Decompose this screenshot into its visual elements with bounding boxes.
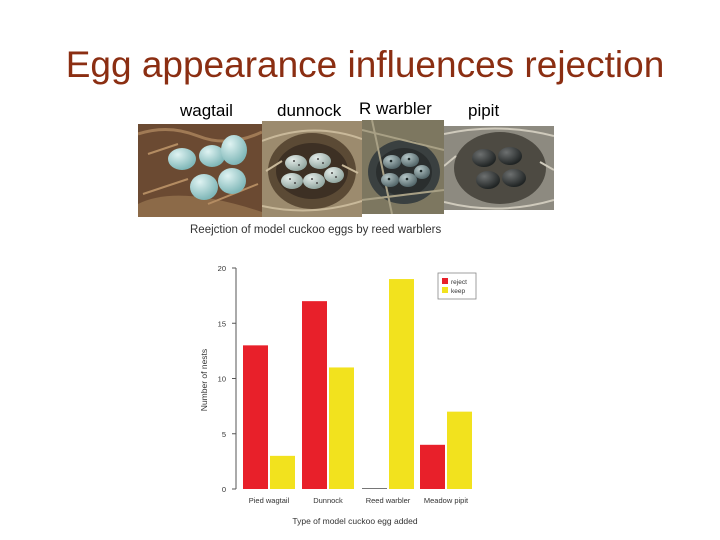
caption-wagtail: wagtail: [180, 101, 233, 120]
bar-reject: [243, 345, 268, 489]
x-axis-ticks: Pied wagtail Dunnock Reed warbler Meadow pi…: [249, 496, 469, 505]
x-tick-label: Reed warbler: [366, 496, 411, 505]
bar-keep: [447, 411, 472, 489]
legend-label-reject: reject: [451, 279, 467, 286]
y-axis-ticks: 0 5 10 15 20: [218, 264, 236, 494]
caption-pipit: pipit: [468, 101, 500, 120]
caption-dunnock: dunnock: [277, 101, 342, 120]
caption-r-warbler: R warbler: [359, 99, 432, 118]
y-axis-label: Number of nests: [199, 349, 209, 411]
bar-reject: [362, 488, 387, 489]
x-tick-label: Meadow pipit: [424, 496, 469, 505]
y-tick-label: 0: [222, 485, 226, 494]
bar-keep: [270, 455, 295, 489]
legend: reject keep: [437, 272, 477, 300]
legend-swatch-keep: [442, 287, 448, 293]
chart-title: Reejction of model cuckoo eggs by reed w…: [190, 224, 441, 236]
wagtail-nest-photo: [138, 124, 262, 217]
bar-keep: [329, 367, 354, 489]
x-tick-label: Pied wagtail: [249, 496, 290, 505]
pipit-nest-photo: [444, 126, 554, 210]
x-tick-label: Dunnock: [313, 496, 343, 505]
x-axis-label: Type of model cuckoo egg added: [292, 516, 417, 526]
dunnock-nest-photo: [262, 121, 362, 217]
y-tick-label: 5: [222, 430, 226, 439]
bar-reject: [302, 301, 327, 489]
bar-reject: [420, 444, 445, 489]
legend-box: [437, 272, 477, 300]
legend-swatch-reject: [442, 278, 448, 284]
slide-title: Egg appearance influences rejection: [65, 44, 665, 85]
legend-label-keep: keep: [451, 288, 465, 295]
reed-warbler-nest-photo: [362, 120, 444, 214]
bars: [243, 279, 472, 489]
y-tick-label: 20: [218, 264, 226, 273]
y-tick-label: 15: [218, 319, 226, 328]
y-tick-label: 10: [218, 375, 226, 384]
bar-chart: Reejction of model cuckoo eggs by reed w…: [190, 224, 477, 526]
bar-keep: [389, 279, 414, 489]
